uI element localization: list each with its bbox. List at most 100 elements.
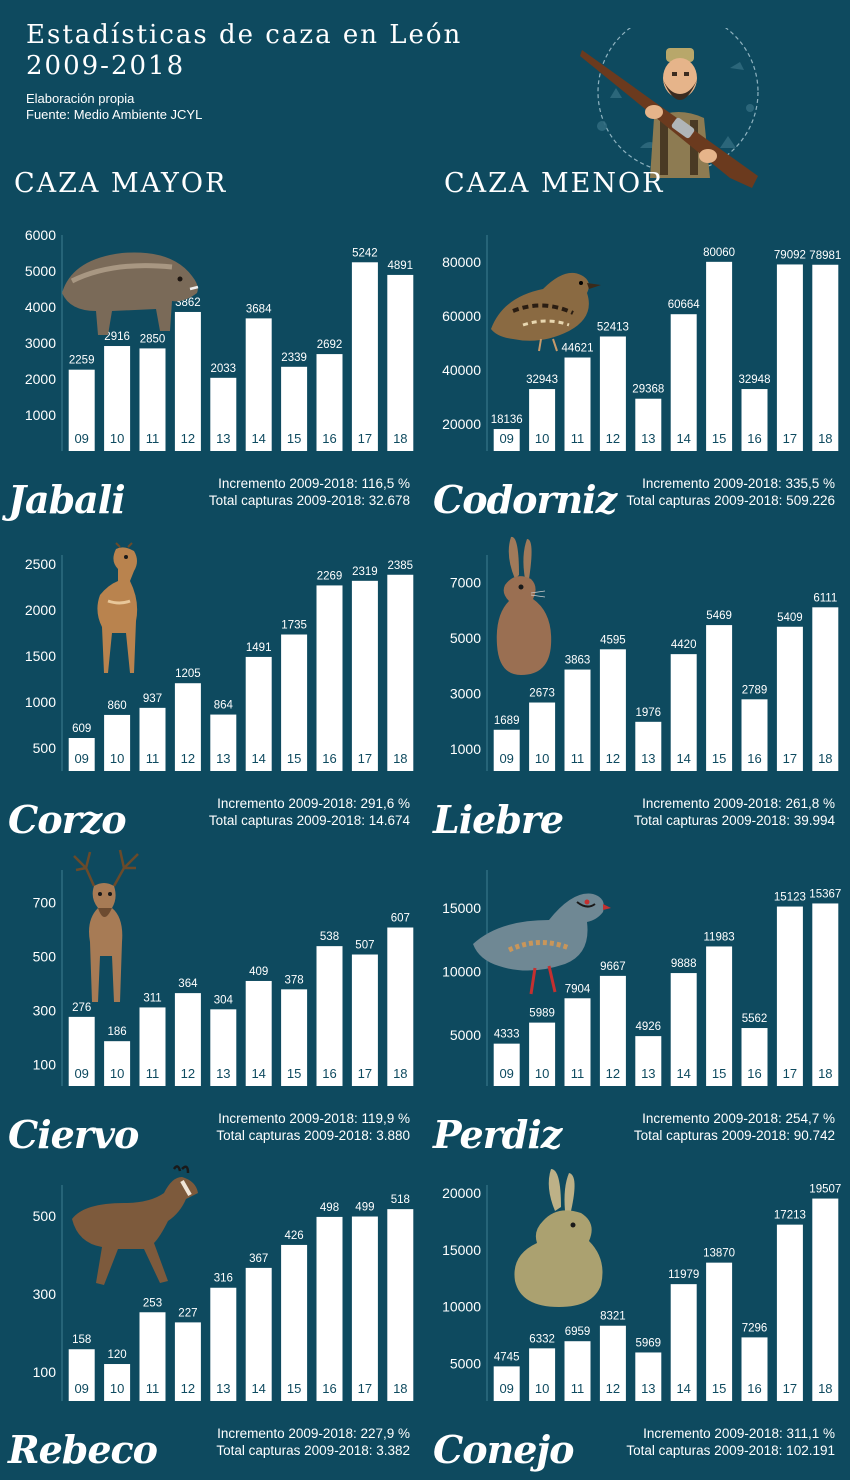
bar-16 <box>316 585 343 771</box>
data-label: 518 <box>391 1194 410 1206</box>
bar-13 <box>210 1009 237 1086</box>
bar-09 <box>68 1016 95 1086</box>
bar-13 <box>635 1352 662 1401</box>
x-tick-label: 12 <box>181 431 195 446</box>
y-tick-label: 80000 <box>442 254 481 270</box>
bar-17 <box>351 1216 378 1401</box>
data-label: 17213 <box>774 1210 806 1222</box>
data-label: 2673 <box>529 688 555 700</box>
bar-14 <box>670 654 697 771</box>
bar-15 <box>706 625 733 771</box>
data-label: 538 <box>320 931 339 943</box>
data-label: 1491 <box>246 642 272 654</box>
bar-12 <box>599 975 626 1086</box>
y-tick-label: 1000 <box>450 741 481 757</box>
x-tick-label: 09 <box>499 751 513 766</box>
page-title: Estadísticas de caza en León 2009-2018 <box>26 20 462 82</box>
data-label: 507 <box>355 940 374 952</box>
stats-perdiz: Incremento 2009-2018: 254,7 % Total capt… <box>634 1110 835 1144</box>
bar-13 <box>635 721 662 771</box>
data-label: 7296 <box>742 1322 768 1334</box>
data-label: 2319 <box>352 566 378 578</box>
x-tick-label: 15 <box>712 751 726 766</box>
data-label: 78981 <box>809 250 841 262</box>
chart-codorniz: 20000 40000 60000 80000 18136 09 32943 10 44621 1… <box>442 235 841 451</box>
x-tick-label: 12 <box>606 1066 620 1081</box>
increment-text: Incremento 2009-2018: 254,7 % <box>642 1111 835 1126</box>
x-tick-label: 11 <box>571 1381 585 1396</box>
x-tick-label: 16 <box>747 1066 761 1081</box>
bar-09 <box>493 429 520 451</box>
increment-text: Incremento 2009-2018: 261,8 % <box>642 796 835 811</box>
increment-text: Incremento 2009-2018: 119,9 % <box>218 1111 410 1126</box>
data-label: 860 <box>108 700 127 712</box>
bar-16 <box>741 1028 768 1086</box>
bar-15 <box>706 261 733 451</box>
data-label: 5562 <box>742 1013 768 1025</box>
stats-liebre: Incremento 2009-2018: 261,8 % Total capt… <box>634 795 835 829</box>
hare-icon <box>496 536 552 675</box>
bar-16 <box>316 354 343 451</box>
x-tick-label: 18 <box>393 1381 407 1396</box>
credit-text: Elaboración propia <box>26 91 135 106</box>
x-tick-label: 16 <box>322 431 336 446</box>
bar-17 <box>351 954 378 1086</box>
data-label: 409 <box>249 966 268 978</box>
y-tick-label: 1000 <box>25 407 56 423</box>
bar-18 <box>387 574 414 771</box>
y-tick-label: 300 <box>33 1002 57 1018</box>
bar-10 <box>529 1348 556 1401</box>
data-label: 367 <box>249 1253 268 1265</box>
rabbit-icon <box>514 1169 603 1307</box>
y-tick-label: 6000 <box>25 227 56 243</box>
data-label: 253 <box>143 1297 162 1309</box>
bar-13 <box>635 398 662 451</box>
x-tick-label: 17 <box>358 431 372 446</box>
x-tick-label: 11 <box>146 751 160 766</box>
x-tick-label: 10 <box>110 431 124 446</box>
data-label: 4891 <box>388 260 414 272</box>
bar-10 <box>529 702 556 771</box>
x-tick-label: 12 <box>606 1381 620 1396</box>
data-label: 6959 <box>565 1326 591 1338</box>
data-label: 18136 <box>491 414 523 426</box>
chart-rebeco: 100 300 500 158 09 120 10 253 11 227 12 316 13 367 14 4… <box>33 1185 414 1401</box>
data-label: 5409 <box>777 612 803 624</box>
data-label: 9667 <box>600 961 626 973</box>
data-label: 80060 <box>703 247 735 259</box>
bar-15 <box>281 366 308 451</box>
x-tick-label: 11 <box>571 751 585 766</box>
stats-conejo: Incremento 2009-2018: 311,1 % Total capt… <box>626 1425 835 1459</box>
y-tick-label: 2000 <box>25 602 56 618</box>
data-label: 3863 <box>565 655 591 667</box>
data-label: 32948 <box>739 374 771 386</box>
title-line-2: 2009-2018 <box>26 51 186 81</box>
x-tick-label: 14 <box>251 1381 265 1396</box>
bar-16 <box>316 946 343 1086</box>
data-label: 498 <box>320 1202 339 1214</box>
animal-name-conejo: Conejo <box>433 1427 574 1472</box>
data-label: 5242 <box>352 247 378 259</box>
bar-12 <box>599 649 626 771</box>
chart-panel-codorniz: 20000 40000 60000 80000 18136 09 32943 10 44621 1… <box>425 215 850 530</box>
data-label: 607 <box>391 913 410 925</box>
data-label: 227 <box>178 1307 197 1319</box>
increment-text: Incremento 2009-2018: 291,6 % <box>217 796 410 811</box>
data-label: 7904 <box>565 983 591 995</box>
y-tick-label: 5000 <box>25 263 56 279</box>
x-tick-label: 15 <box>712 431 726 446</box>
bar-18 <box>812 903 839 1086</box>
data-label: 9888 <box>671 958 697 970</box>
section-caza-menor: CAZA MENOR <box>444 168 665 199</box>
data-label: 1205 <box>175 668 201 680</box>
x-tick-label: 09 <box>74 1066 88 1081</box>
bar-09 <box>68 1349 95 1401</box>
data-label: 6111 <box>813 592 837 604</box>
x-tick-label: 13 <box>216 1066 230 1081</box>
total-text: Total capturas 2009-2018: 509.226 <box>626 493 835 508</box>
data-label: 29368 <box>632 384 664 396</box>
data-label: 5969 <box>636 1337 662 1349</box>
x-tick-label: 18 <box>393 431 407 446</box>
x-tick-label: 16 <box>322 1066 336 1081</box>
x-tick-label: 10 <box>535 1381 549 1396</box>
